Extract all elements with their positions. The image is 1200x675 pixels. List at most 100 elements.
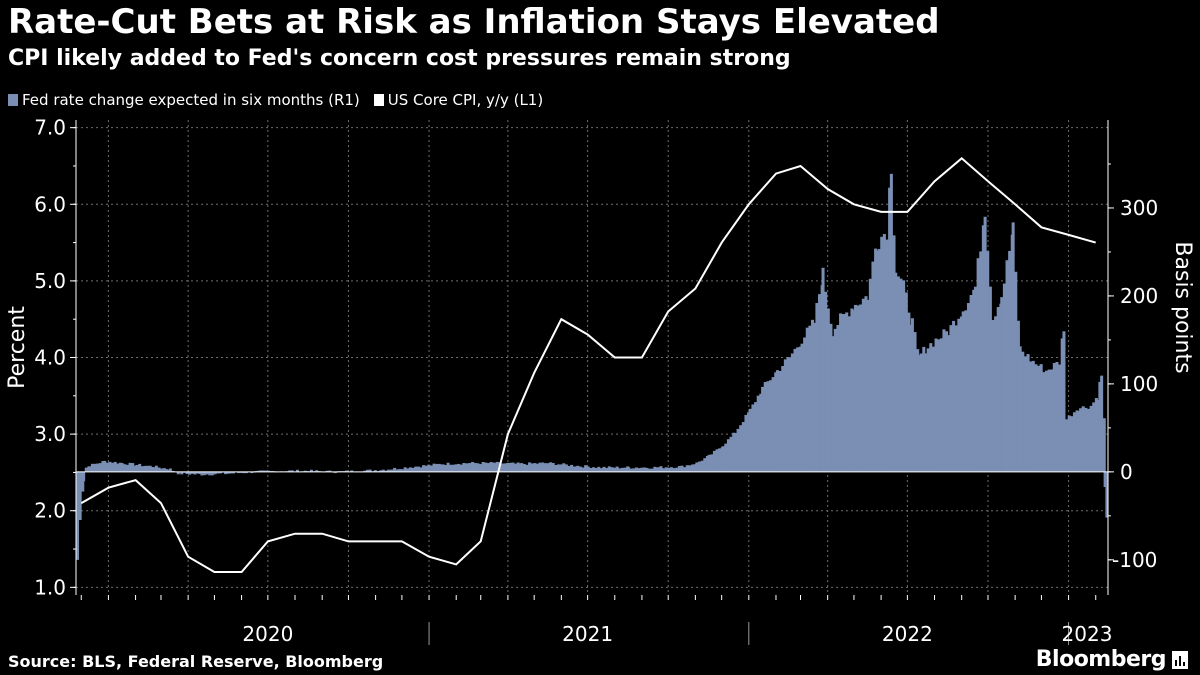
fed-rate-bar (768, 380, 772, 472)
fed-rate-bar (408, 467, 412, 472)
fed-rate-bar (756, 395, 760, 472)
fed-rate-bar (754, 402, 758, 472)
fed-rate-bar (451, 464, 455, 472)
fed-rate-bar (78, 471, 82, 520)
fed-rate-bar (468, 462, 472, 472)
fed-rate-bar (786, 357, 790, 472)
fed-rate-bar (610, 467, 614, 472)
fed-rate-bar (533, 463, 537, 472)
fed-rate-bar (133, 465, 137, 472)
fed-rate-bar (642, 467, 646, 472)
fed-rate-bar (1018, 346, 1022, 472)
fed-rate-bar (457, 463, 461, 472)
fed-rate-bar (800, 343, 804, 472)
fed-rate-bar (1065, 419, 1069, 472)
fed-rate-bar (871, 261, 875, 472)
fed-rate-bar (387, 469, 391, 472)
right-axis-title: Basis points (1170, 241, 1195, 373)
fed-rate-bar (831, 336, 835, 472)
fed-rate-bar (473, 462, 477, 472)
fed-rate-bar (672, 468, 676, 472)
fed-rate-bar (381, 469, 385, 472)
fed-rate-bar (118, 462, 122, 472)
fed-rate-bar (741, 422, 745, 472)
fed-rate-bar (592, 467, 596, 472)
fed-rate-bar (618, 468, 622, 472)
right-tick-label: 200 (1120, 284, 1158, 308)
legend: Fed rate change expected in six months (… (8, 91, 557, 109)
fed-rate-bar (690, 464, 695, 472)
fed-rate-bar (530, 463, 534, 472)
fed-rate-bar (707, 454, 711, 472)
fed-rate-bar (981, 225, 985, 472)
left-tick-label: 2.0 (34, 499, 66, 523)
fed-rate-bar (972, 289, 976, 472)
legend-item-fed-rate: Fed rate change expected in six months (… (8, 91, 360, 109)
right-tick-label: 300 (1120, 196, 1158, 220)
bloomberg-badge-icon (1172, 650, 1188, 669)
fed-rate-bar (528, 462, 532, 472)
left-tick-label: 7.0 (34, 116, 66, 140)
fed-rate-bar (559, 464, 563, 472)
fed-rate-bar (712, 450, 716, 472)
fed-rate-bar (120, 463, 124, 472)
fed-rate-bar (90, 463, 94, 472)
fed-rate-bar (1008, 250, 1012, 472)
fed-rate-bar (449, 464, 453, 472)
fed-rate-bar (541, 462, 545, 472)
fed-rate-bar (966, 303, 970, 472)
fed-rate-bar (793, 348, 797, 472)
fed-rate-bar (664, 467, 668, 472)
fed-rate-bar (1047, 369, 1051, 472)
fed-rate-bar (250, 471, 254, 474)
left-tick-label: 4.0 (34, 346, 66, 370)
fed-rate-bar (942, 329, 946, 472)
fed-rate-bar (907, 312, 911, 472)
fed-rate-bar (623, 467, 627, 472)
fed-rate-bar (945, 331, 949, 472)
fed-rate-bar (892, 235, 896, 472)
fed-rate-bar (889, 173, 893, 472)
fed-rate-bar (882, 234, 886, 472)
fed-rate-bar (833, 328, 837, 472)
fed-rate-bar (476, 463, 480, 472)
fed-rate-bar (427, 464, 431, 472)
fed-rate-bar (148, 465, 152, 472)
fed-rate-bar (783, 359, 787, 472)
fed-rate-bar (406, 468, 410, 472)
fed-rate-bar (842, 314, 846, 472)
fed-rate-bar (859, 304, 863, 472)
core-cpi-line (80, 156, 1096, 573)
right-tick-label: -100 (1112, 548, 1157, 572)
legend-swatch-line (373, 94, 384, 106)
fed-rate-bar (1067, 415, 1071, 472)
left-tick-label: 1.0 (34, 575, 66, 599)
fed-rate-bar (551, 462, 555, 472)
fed-rate-bar (594, 467, 598, 472)
fed-rate-bar (826, 308, 830, 472)
fed-rate-bar (931, 346, 935, 472)
fed-rate-bar (721, 446, 725, 472)
fed-rate-bar (929, 343, 933, 472)
fed-rate-bar (98, 463, 102, 472)
fed-rate-bar (1070, 416, 1074, 472)
fed-rate-bar (443, 464, 447, 472)
fed-rate-bar (705, 456, 709, 472)
fed-rate-bar (1086, 408, 1091, 472)
fed-rate-bar (160, 468, 164, 472)
fed-rate-bar (845, 312, 849, 472)
fed-rate-bar (899, 278, 903, 472)
fed-rate-bar (549, 462, 553, 472)
legend-label-fed-rate: Fed rate change expected in six months (… (22, 91, 360, 109)
fed-rate-bar (422, 465, 426, 472)
fed-rate-bar (839, 314, 843, 472)
fed-rate-bar (751, 404, 755, 472)
fed-rate-bar (739, 425, 743, 472)
fed-rate-bar (224, 471, 228, 475)
fed-rate-bar (503, 463, 507, 472)
fed-rate-bar (432, 463, 436, 472)
fed-rate-bar (1002, 283, 1006, 472)
fed-rate-bar (76, 471, 80, 560)
left-tick-label: 3.0 (34, 422, 66, 446)
fed-rate-bar (771, 377, 775, 472)
